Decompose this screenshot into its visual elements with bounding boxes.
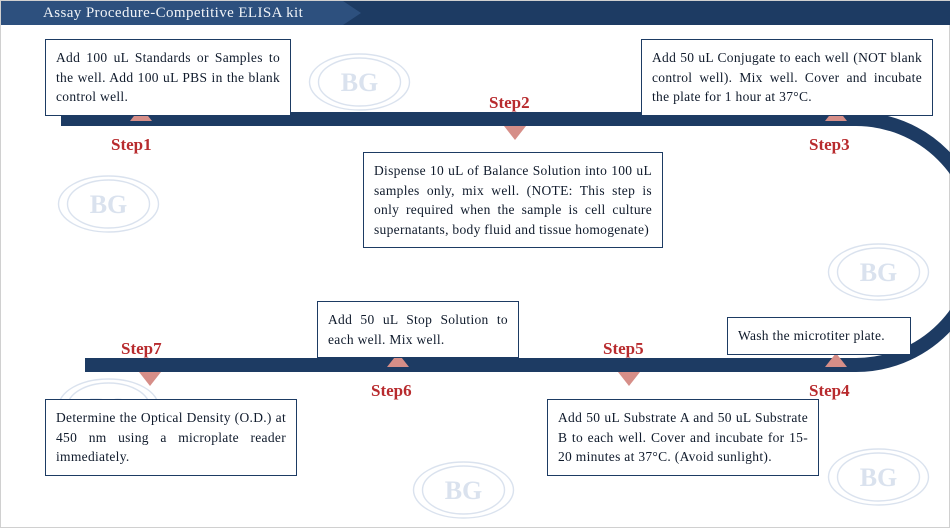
header-bar: Assay Procedure-Competitive ELISA kit (1, 1, 950, 25)
step3-label: Step3 (809, 135, 850, 155)
step1-label: Step1 (111, 135, 152, 155)
svg-text:BG: BG (341, 68, 379, 97)
step1-box: Add 100 uL Standards or Samples to the w… (45, 39, 291, 116)
step2-label: Step2 (489, 93, 530, 113)
watermark-logo: BG (826, 241, 931, 303)
step7-label: Step7 (121, 339, 162, 359)
watermark-logo: BG (56, 173, 161, 235)
step6-box: Add 50 uL Stop Solution to each well. Mi… (317, 301, 519, 358)
svg-text:BG: BG (445, 476, 483, 505)
step5-pointer-icon (618, 372, 640, 386)
watermark-logo: BG (307, 51, 412, 113)
svg-text:BG: BG (860, 463, 898, 492)
page-title: Assay Procedure-Competitive ELISA kit (1, 1, 343, 25)
svg-text:BG: BG (860, 258, 898, 287)
step3-box: Add 50 uL Conjugate to each well (NOT bl… (641, 39, 933, 116)
step7-box: Determine the Optical Density (O.D.) at … (45, 399, 297, 476)
step7-pointer-icon (139, 372, 161, 386)
step5-label: Step5 (603, 339, 644, 359)
step4-box: Wash the microtiter plate. (727, 317, 911, 355)
step6-label: Step6 (371, 381, 412, 401)
step2-pointer-icon (504, 126, 526, 140)
svg-text:BG: BG (90, 190, 128, 219)
watermark-logo: BG (411, 459, 516, 521)
step4-pointer-icon (825, 353, 847, 367)
step5-box: Add 50 uL Substrate A and 50 uL Substrat… (547, 399, 819, 476)
step4-label: Step4 (809, 381, 850, 401)
step2-box: Dispense 10 uL of Balance Solution into … (363, 152, 663, 248)
watermark-logo: BG (826, 446, 931, 508)
